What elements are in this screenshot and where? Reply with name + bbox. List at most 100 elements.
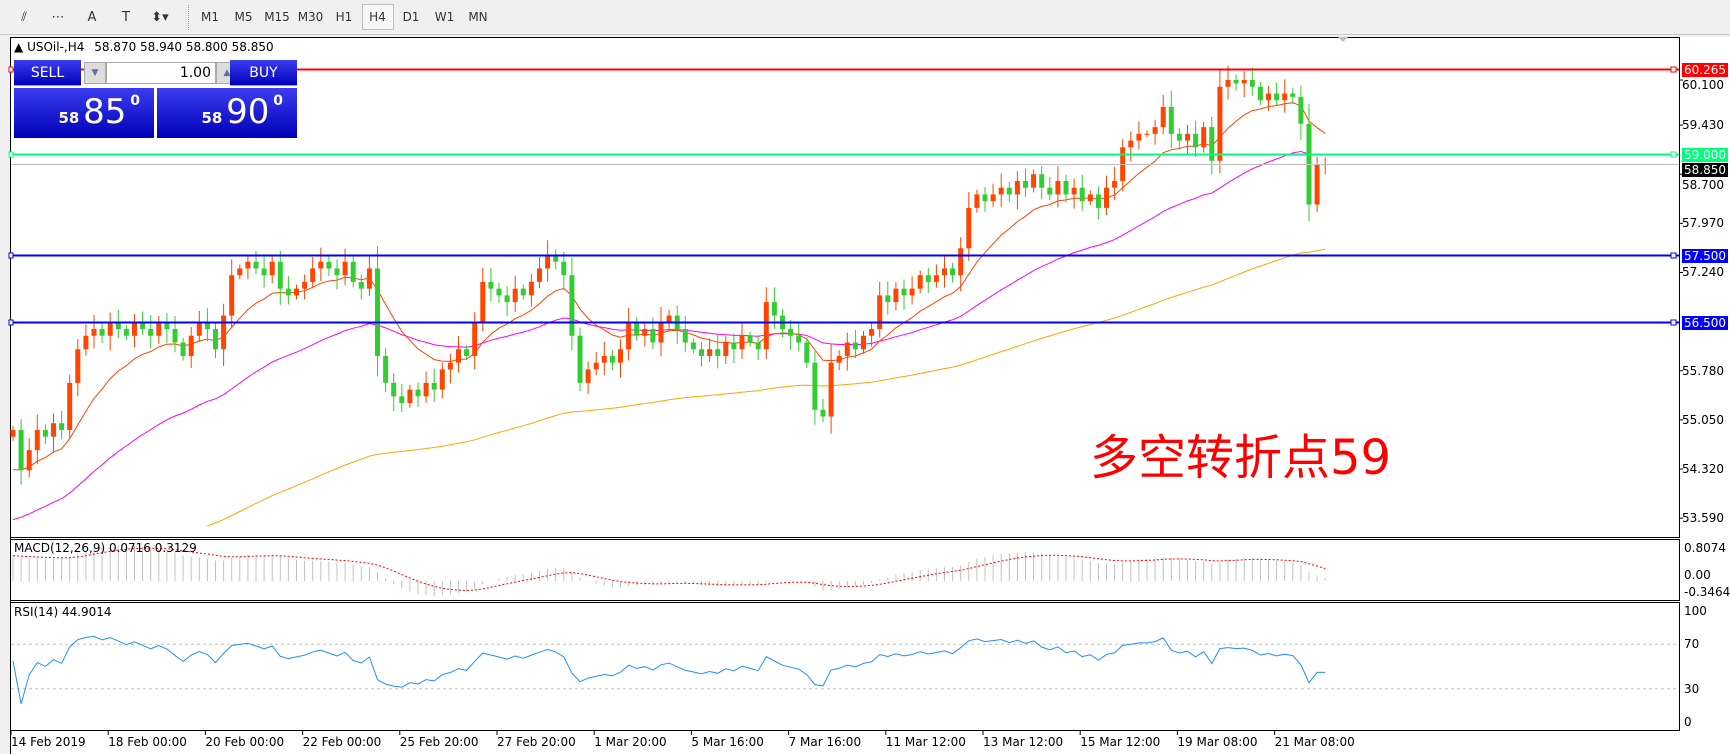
candle-body	[1112, 180, 1118, 188]
candle-body	[253, 261, 259, 269]
sell-button[interactable]: SELL	[14, 60, 81, 86]
candle-body	[755, 342, 761, 350]
candle-body	[423, 382, 429, 397]
candle	[844, 332, 850, 371]
candle-body	[366, 268, 372, 289]
time-axis-label: 7 Mar 16:00	[788, 735, 862, 749]
candle-body	[666, 315, 672, 323]
timeframe-m5[interactable]: M5	[234, 10, 253, 24]
candle	[407, 384, 413, 408]
hline-anchor	[1670, 252, 1677, 259]
candle-body	[10, 429, 16, 437]
candle-body	[626, 322, 632, 350]
timeframe-h4[interactable]: H4	[361, 4, 394, 30]
sell-price-big-figure: 58	[58, 109, 80, 127]
candle	[26, 438, 32, 478]
candle	[285, 276, 291, 305]
volume-input[interactable]: 1.00	[106, 62, 216, 84]
candle	[1136, 121, 1142, 150]
candle	[982, 187, 988, 212]
candle	[148, 314, 154, 349]
candle-body	[172, 329, 178, 343]
candle-body	[447, 362, 453, 370]
macd-tick-label: -0.3464	[1684, 585, 1730, 599]
candle	[415, 382, 421, 408]
one-click-trading-panel: SELL ▼ 1.00 ▲ BUY 58 85 0 58 90 0	[14, 60, 297, 138]
candle-body	[318, 261, 324, 269]
candle	[10, 425, 16, 441]
candle-body	[642, 329, 648, 336]
candle-body	[302, 281, 308, 289]
candle	[504, 286, 510, 317]
fibonacci-fan-icon[interactable]: ⋯	[51, 9, 65, 25]
candle	[180, 337, 186, 361]
candle	[1014, 171, 1020, 210]
candle-body	[844, 342, 850, 356]
macd-signal-line	[12, 547, 1326, 592]
buy-price[interactable]: 58 90 0	[157, 88, 297, 138]
candle	[115, 309, 121, 339]
toolbar: ⫽ ⋯ A T ⬍▾ M1 M5 M15 M30 H1 H4 D1 W1 MN	[0, 0, 1730, 35]
candle-body	[407, 389, 413, 404]
candle-body	[658, 322, 664, 343]
text-icon[interactable]: A	[87, 9, 97, 25]
time-axis-label: 13 Mar 12:00	[983, 735, 1064, 749]
candle-body	[123, 329, 129, 336]
candle-body	[42, 429, 48, 437]
candle-body	[707, 349, 713, 356]
candle	[1257, 82, 1263, 105]
macd-tick-label: 0.00	[1684, 568, 1711, 582]
sell-price[interactable]: 58 85 0	[14, 88, 154, 138]
timeframe-m1[interactable]: M1	[201, 10, 219, 24]
timeframe-h1[interactable]: H1	[335, 10, 353, 24]
timeframe-mn[interactable]: MN	[468, 10, 488, 24]
candle	[423, 371, 429, 403]
candle-body	[358, 281, 364, 289]
candle-body	[715, 349, 721, 356]
candle-body	[1087, 194, 1093, 202]
candle-body	[1176, 133, 1182, 141]
price-tick-label: 57.970	[1682, 216, 1724, 231]
timeframe-d1[interactable]: D1	[402, 10, 420, 24]
candle-body	[391, 382, 397, 397]
collapse-triangle-icon[interactable]: ▲	[14, 40, 24, 54]
candle	[1047, 176, 1053, 201]
timeframe-m15[interactable]: M15	[264, 10, 290, 24]
timeframe-m30[interactable]: M30	[297, 10, 324, 24]
time-axis-label: 27 Feb 20:00	[497, 735, 576, 749]
candle	[958, 237, 964, 292]
chart-annotation-text[interactable]: 多空转折点59	[1090, 430, 1392, 486]
candle	[318, 247, 324, 281]
timeframe-w1[interactable]: W1	[434, 10, 455, 24]
candle	[269, 255, 275, 284]
candle	[885, 281, 891, 315]
arrows-icon[interactable]: ⬍▾	[151, 9, 169, 25]
candle	[391, 373, 397, 412]
candle-body	[59, 423, 65, 430]
candle	[123, 324, 129, 340]
candle	[1193, 120, 1199, 158]
candle-body	[877, 295, 883, 330]
candle	[1241, 71, 1247, 98]
candle	[334, 259, 340, 290]
candle	[480, 267, 486, 332]
buy-button[interactable]: BUY	[230, 60, 297, 86]
candle	[221, 303, 227, 367]
candle-body	[1104, 187, 1109, 208]
candle-body	[342, 261, 348, 276]
candle	[399, 383, 405, 413]
candle-body	[399, 396, 405, 404]
volume-decrease-button[interactable]: ▼	[84, 62, 106, 84]
candle-body	[504, 295, 510, 303]
candle	[164, 313, 170, 344]
text-label-icon[interactable]: T	[122, 9, 130, 25]
candle-body	[1144, 133, 1150, 135]
time-axis-label: 19 Mar 08:00	[1177, 735, 1258, 749]
candle	[966, 192, 972, 261]
candle-body	[788, 329, 794, 336]
candle-body	[1152, 127, 1158, 134]
fibonacci-expansion-icon[interactable]: ⫽	[21, 9, 27, 25]
candle-body	[933, 275, 939, 282]
candle-body	[690, 342, 696, 350]
